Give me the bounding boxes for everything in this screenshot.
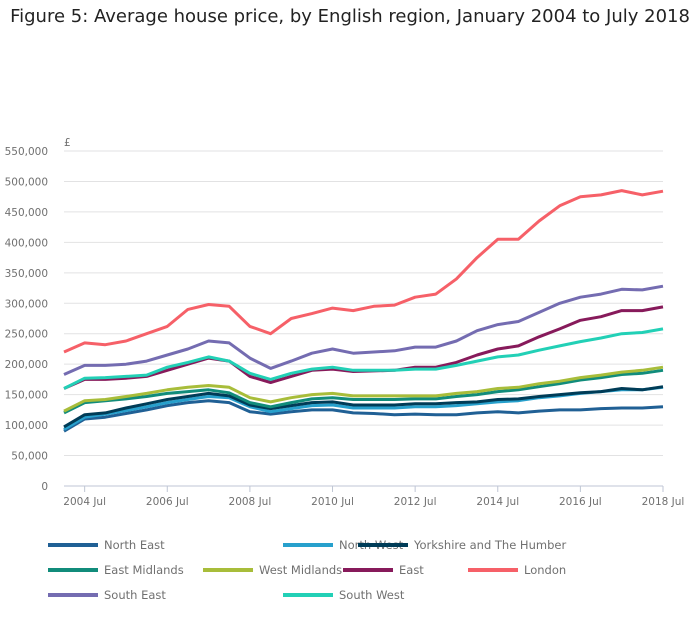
series-line-east-midlands (63, 368, 664, 415)
y-tick-label: 550,000 (5, 146, 48, 158)
x-tick-label: 2010 Jul (311, 496, 354, 508)
legend-swatch (468, 568, 518, 572)
line-chart: 0 50,000 100,000 150,000 200,000 250,000 300,0… (5, 137, 685, 508)
y-tick-label: 150,000 (5, 390, 48, 402)
legend-item: East (343, 563, 424, 577)
x-tick-label: 2014 Jul (476, 496, 519, 508)
legend-swatch (48, 568, 98, 572)
legend-label: Yorkshire and The Humber (414, 538, 567, 552)
legend-label: London (524, 563, 567, 577)
series-line-south-west (63, 327, 664, 390)
series-line-north-east (63, 399, 664, 433)
legend-item: South East (48, 588, 166, 602)
legend-swatch (283, 543, 333, 547)
y-tick-label: 250,000 (5, 329, 48, 341)
x-tick-label: 2016 Jul (559, 496, 602, 508)
legend-swatch (283, 593, 333, 597)
x-tick-label: 2018 Jul (642, 496, 685, 508)
legend-label: East Midlands (104, 563, 184, 577)
series-line-east (63, 305, 664, 390)
legend-item: London (468, 563, 566, 577)
x-tick-label: 2008 Jul (229, 496, 272, 508)
legend-swatch (343, 568, 393, 572)
y-axis-label: £ (64, 137, 71, 149)
legend-item: Yorkshire and The Humber (358, 538, 566, 552)
y-tick-label: 200,000 (5, 359, 48, 371)
legend-item: East Midlands (48, 563, 184, 577)
legend-swatch (358, 543, 408, 547)
legend-label: West Midlands (259, 563, 343, 577)
legend-swatch (203, 568, 253, 572)
legend-label: South East (104, 588, 166, 602)
x-tick-label: 2012 Jul (394, 496, 437, 508)
legend-swatch (48, 593, 98, 597)
legend-label: North East (104, 538, 165, 552)
y-tick-label: 350,000 (5, 268, 48, 280)
series-line-london (63, 189, 664, 354)
series-line-yorkshire-and-the-humber (63, 385, 664, 429)
legend-item: North East (48, 538, 165, 552)
y-tick-label: 300,000 (5, 298, 48, 310)
y-tick-label: 400,000 (5, 237, 48, 249)
y-tick-label: 500,000 (5, 176, 48, 188)
chart-title: Figure 5: Average house price, by Englis… (10, 6, 690, 27)
legend-item: South West (283, 588, 404, 602)
series-line-south-east (63, 284, 664, 376)
x-tick-label: 2004 Jul (63, 496, 106, 508)
legend-swatch (48, 543, 98, 547)
legend-label: East (399, 563, 424, 577)
x-tick-label: 2006 Jul (146, 496, 189, 508)
y-tick-label: 0 (41, 481, 48, 493)
legend-item: West Midlands (203, 563, 342, 577)
series-line-west-midlands (63, 365, 664, 413)
y-tick-label: 450,000 (5, 207, 48, 219)
legend-label: South West (339, 588, 405, 602)
y-tick-label: 50,000 (11, 451, 48, 463)
y-tick-label: 100,000 (5, 420, 48, 432)
